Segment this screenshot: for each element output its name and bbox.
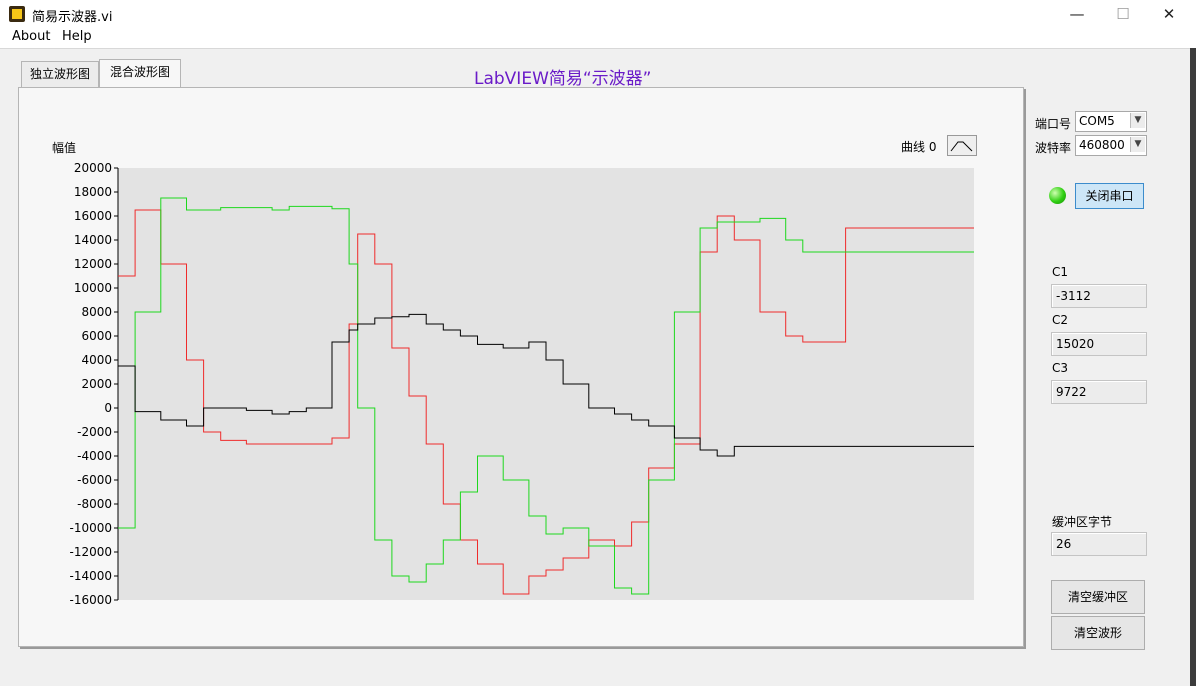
baud-value: 460800 xyxy=(1079,138,1125,152)
baud-select[interactable]: 460800 ▼ xyxy=(1075,135,1147,156)
y-tick-label: -16000 xyxy=(69,593,112,607)
y-tick-label: 18000 xyxy=(74,185,112,199)
port-label: 端口号 xyxy=(1035,115,1071,132)
y-tick-label: 2000 xyxy=(81,377,112,391)
close-window-button[interactable]: ✕ xyxy=(1146,0,1192,28)
c3-value: 9722 xyxy=(1056,385,1087,399)
y-tick-label: 8000 xyxy=(81,305,112,319)
y-tick-label: -12000 xyxy=(69,545,112,559)
chevron-down-icon[interactable]: ▼ xyxy=(1130,113,1145,128)
minimize-button[interactable]: — xyxy=(1054,0,1100,28)
y-tick-label: 4000 xyxy=(81,353,112,367)
y-tick-label: 14000 xyxy=(74,233,112,247)
c2-indicator: 15020 xyxy=(1051,332,1147,356)
c2-value: 15020 xyxy=(1056,337,1094,351)
window-edge xyxy=(1190,48,1196,686)
y-tick-label: 20000 xyxy=(74,161,112,175)
y-tick-label: -2000 xyxy=(77,425,112,439)
waveform-chart: 2000018000160001400012000100008000600040… xyxy=(0,0,1000,620)
y-tick-label: -14000 xyxy=(69,569,112,583)
c3-label: C3 xyxy=(1052,361,1068,375)
chevron-down-icon[interactable]: ▼ xyxy=(1130,137,1145,152)
y-tick-label: 12000 xyxy=(74,257,112,271)
c3-indicator: 9722 xyxy=(1051,380,1147,404)
buffer-indicator: 26 xyxy=(1051,532,1147,556)
baud-label: 波特率 xyxy=(1035,139,1071,156)
port-select[interactable]: COM5 ▼ xyxy=(1075,111,1147,132)
y-tick-label: 6000 xyxy=(81,329,112,343)
y-tick-label: -8000 xyxy=(77,497,112,511)
c1-value: -3112 xyxy=(1056,289,1091,303)
y-tick-label: -6000 xyxy=(77,473,112,487)
y-tick-label: 10000 xyxy=(74,281,112,295)
c2-label: C2 xyxy=(1052,313,1068,327)
y-tick-label: 16000 xyxy=(74,209,112,223)
clear-waveform-button[interactable]: 清空波形 xyxy=(1051,616,1145,650)
y-tick-label: 0 xyxy=(104,401,112,415)
maximize-button[interactable]: ☐ xyxy=(1100,0,1146,28)
port-value: COM5 xyxy=(1079,114,1115,128)
port-status-led xyxy=(1049,187,1066,204)
clear-buffer-button[interactable]: 清空缓冲区 xyxy=(1051,580,1145,614)
c1-indicator: -3112 xyxy=(1051,284,1147,308)
buffer-label: 缓冲区字节 xyxy=(1052,513,1112,530)
y-tick-label: -4000 xyxy=(77,449,112,463)
c1-label: C1 xyxy=(1052,265,1068,279)
y-tick-label: -10000 xyxy=(69,521,112,535)
close-port-button[interactable]: 关闭串口 xyxy=(1075,183,1144,209)
buffer-value: 26 xyxy=(1056,537,1071,551)
